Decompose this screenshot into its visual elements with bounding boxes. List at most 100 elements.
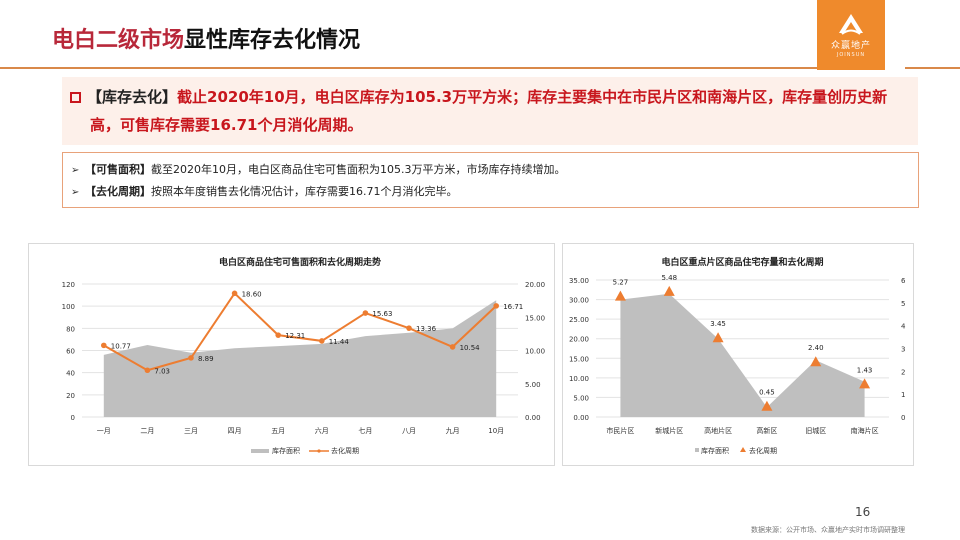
- y-left-tick: 30.00: [569, 297, 589, 305]
- data-label: 0.45: [759, 389, 775, 397]
- triangle-marker-icon: [810, 356, 822, 367]
- triangle-marker-icon: [859, 378, 871, 389]
- data-label: 5.27: [613, 279, 629, 287]
- summary-text-1: 截止2020年10月，电白区库存为105.3万平方米；库存主要集中在市民片区和南…: [177, 88, 888, 106]
- page-title-highlight: 电白二级市场: [52, 28, 185, 53]
- legend-label: 库存面积: [272, 446, 300, 455]
- area-series-inventory: [103, 300, 497, 417]
- x-axis-label: 市民片区: [606, 426, 634, 435]
- legend-swatch-area: [695, 448, 699, 452]
- chart-inventory-trend: 电白区商品住宅可售面积和去化周期走势 0 20 40 60 80 100 120 0.00 5.0…: [28, 243, 555, 466]
- data-source-note: 数据来源：公开市场、众赢地产实时市场调研整理: [751, 526, 905, 534]
- x-axis-label: 四月: [228, 427, 242, 435]
- legend-triangle-icon: [740, 447, 746, 452]
- data-point: [493, 303, 500, 309]
- x-axis-label: 一月: [97, 427, 111, 435]
- detail-item: ➢ 【可售面积】截至2020年10月，电白区商品住宅可售面积为105.3万平方米，…: [71, 159, 918, 181]
- triangle-marker-icon: [712, 332, 724, 343]
- triangle-marker-icon: [761, 400, 773, 411]
- data-label: 1.43: [857, 366, 873, 374]
- x-axis-label: 六月: [315, 426, 329, 435]
- chart-title: 电白区商品住宅可售面积和去化周期走势: [219, 256, 381, 268]
- x-axis-label: 五月: [271, 427, 285, 435]
- header-divider-right: [905, 67, 960, 69]
- detail-text: 按照本年度销售去化情况估计，库存需要16.71个月消化完毕。: [151, 185, 458, 198]
- legend-label: 去化周期: [331, 446, 359, 455]
- data-label: 3.45: [710, 320, 726, 328]
- y-right-tick: 2: [901, 368, 905, 376]
- data-point: [362, 310, 369, 316]
- y-left-tick: 25.00: [569, 316, 589, 324]
- data-point: [101, 342, 107, 349]
- page-number: 16: [855, 505, 871, 519]
- y-left-tick: 15.00: [569, 355, 589, 363]
- y-right-tick: 3: [901, 346, 905, 354]
- y-right-tick: 20.00: [525, 281, 545, 289]
- detail-item: ➢ 【去化周期】按照本年度销售去化情况估计，库存需要16.71个月消化完毕。: [71, 181, 918, 203]
- x-axis-label: 八月: [402, 427, 416, 435]
- y-left-tick: 35.00: [569, 277, 589, 285]
- logo-text-en: JOINSUN: [836, 51, 866, 58]
- company-logo: 众赢地产 JOINSUN: [817, 0, 885, 70]
- arrow-bullet-icon: ➢: [71, 187, 80, 198]
- data-point: [275, 332, 281, 338]
- data-point: [231, 290, 238, 297]
- x-axis-label: 高地片区: [704, 426, 732, 435]
- y-left-tick: 80: [66, 325, 75, 333]
- checkbox-square-icon: [70, 92, 81, 103]
- summary-tag: 【库存去化】: [87, 88, 178, 106]
- data-point: [406, 325, 412, 331]
- data-label: 10.54: [460, 344, 481, 352]
- x-axis-label: 新城片区: [655, 426, 683, 435]
- detail-tag: 【可售面积】: [85, 163, 151, 176]
- data-label: 8.89: [198, 355, 214, 363]
- data-point: [449, 344, 456, 350]
- x-axis-label: 南海片区: [851, 426, 879, 435]
- data-label: 13.36: [416, 325, 437, 333]
- page-title-rest: 显性库存去化情况: [184, 28, 361, 53]
- data-label: 10.77: [111, 342, 131, 350]
- y-right-tick: 4: [901, 323, 906, 331]
- y-right-tick: 15.00: [525, 314, 545, 322]
- legend-label: 库存面积: [701, 446, 729, 455]
- data-point: [144, 367, 151, 374]
- y-right-tick: 0: [901, 414, 905, 422]
- details-box: ➢ 【可售面积】截至2020年10月，电白区商品住宅可售面积为105.3万平方米，…: [62, 152, 919, 208]
- y-left-tick: 10.00: [569, 375, 589, 383]
- y-left-tick: 100: [62, 303, 75, 311]
- line-series-turnover: [103, 291, 497, 372]
- page-title: 电白二级市场显性库存去化情况: [52, 22, 360, 54]
- x-axis-label: 九月: [446, 426, 460, 435]
- area-series-inventory: [620, 293, 865, 417]
- x-axis-label: 旧城区: [805, 427, 826, 435]
- chart-inventory-trend-plot: 电白区商品住宅可售面积和去化周期走势 0 20 40 60 80 100 120 0.00 5.0…: [62, 256, 545, 455]
- detail-tag: 【去化周期】: [85, 185, 151, 198]
- chart-title: 电白区重点片区商品住宅存量和去化周期: [661, 256, 823, 268]
- legend-marker: [317, 449, 321, 453]
- data-label: 7.03: [154, 367, 170, 375]
- y-right-tick: 5.00: [525, 381, 541, 389]
- y-left-tick: 120: [62, 281, 75, 289]
- y-left-tick: 40: [66, 370, 75, 378]
- y-left-tick: 5.00: [573, 394, 589, 402]
- data-label: 16.71: [503, 303, 523, 311]
- y-right-tick: 1: [901, 391, 905, 399]
- logo-mark-icon: [839, 13, 863, 35]
- triangle-marker-icon: [663, 285, 675, 296]
- y-left-tick: 0: [71, 414, 75, 422]
- data-point: [188, 355, 194, 361]
- y-right-tick: 5: [901, 300, 905, 308]
- y-left-tick: 60: [66, 348, 75, 356]
- summary-line-1: 【库存去化】截止2020年10月，电白区库存为105.3万平方米；库存主要集中在…: [70, 83, 912, 111]
- data-label: 2.40: [808, 344, 824, 352]
- data-label: 5.48: [661, 274, 677, 282]
- chart-district-inventory: 电白区重点片区商品住宅存量和去化周期 0.00 5.00 10.00 15.00 20.0…: [562, 243, 914, 466]
- data-label: 15.63: [372, 310, 392, 318]
- data-point: [319, 338, 325, 344]
- x-axis-label: 10月: [488, 427, 504, 435]
- summary-line-2: 高，可售库存需要16.71个月消化周期。: [90, 116, 363, 134]
- y-right-tick: 0.00: [525, 414, 541, 422]
- summary-box: 【库存去化】截止2020年10月，电白区库存为105.3万平方米；库存主要集中在…: [62, 77, 918, 145]
- data-label: 12.31: [285, 332, 305, 340]
- triangle-marker-icon: [614, 290, 626, 301]
